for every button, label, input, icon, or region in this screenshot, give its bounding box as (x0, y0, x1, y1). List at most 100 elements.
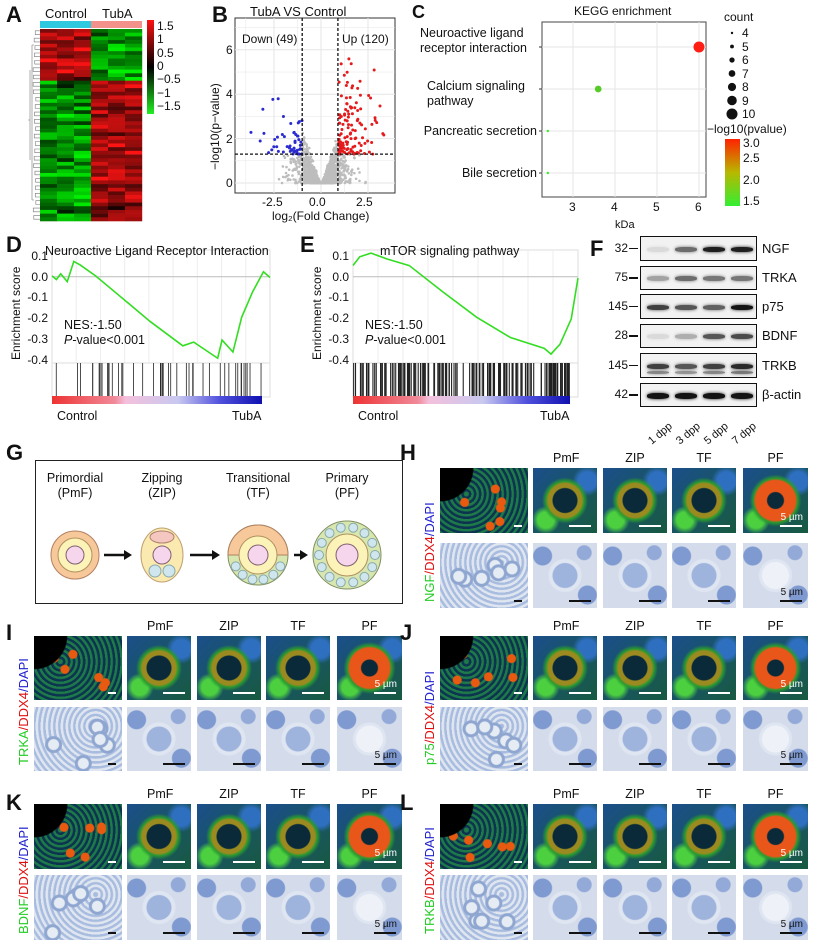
volcano-point-down (285, 145, 289, 149)
heatmap-cell (74, 73, 92, 78)
volcano-point-ns (289, 161, 293, 165)
volcano-point-ns (306, 156, 309, 160)
heatmap-cell (74, 84, 92, 89)
scale-bar (708, 861, 730, 863)
heatmap-cell (40, 206, 58, 211)
stain-label-marker: BDNF (16, 898, 31, 934)
cuboidal-cell (237, 569, 248, 580)
heatmap-cell (74, 158, 92, 163)
volcano-point-ns (350, 173, 353, 177)
heatmap-cell (74, 165, 92, 170)
blot-strip-p75 (640, 294, 757, 319)
volcano-point-up (358, 121, 362, 125)
scale-bar (163, 763, 185, 765)
heatmap-dendrogram (28, 30, 40, 220)
heatmap-cell (74, 99, 92, 104)
volcano-point-down (273, 138, 277, 142)
volcano-point-up (345, 70, 349, 74)
scale-bar-label: 5 µm (780, 750, 803, 761)
heatmap-cell (125, 161, 143, 166)
volcano-point-ns (307, 169, 311, 173)
heatmap-cell (91, 117, 109, 122)
heatmap-cell (74, 91, 92, 96)
heatmap-cell (91, 69, 109, 74)
heatmap-cell (40, 84, 58, 89)
heatmap-cell (40, 54, 58, 59)
pvalue-text: P-value<0.001 (365, 333, 446, 347)
scale-bar (514, 525, 522, 527)
heatmap-cell (57, 165, 75, 170)
ihc-image-tf (672, 543, 736, 608)
volcano-point-down (282, 135, 286, 139)
heatmap-cell (108, 69, 126, 74)
blot-band (675, 393, 697, 399)
fluorescence-image-pmf (533, 636, 597, 700)
scale-bar (780, 932, 802, 934)
volcano-point-ns (331, 172, 335, 176)
scale-bar (514, 600, 522, 602)
blot-strip-trkb (640, 353, 757, 378)
scale-bar-label: 5 µm (780, 587, 803, 598)
nes-value: NES:-1.50 (64, 318, 122, 332)
ihc-image-tf (266, 875, 330, 940)
heatmap-cell (57, 206, 75, 211)
ihc-image-overview (440, 543, 528, 608)
follicle-diagram-box (35, 460, 403, 604)
volcano-point-ns (298, 165, 301, 169)
gsea-ytick: -0.4 (27, 352, 48, 367)
volcano-title: TubA VS Control (250, 4, 347, 19)
size-legend-label: 7 (742, 66, 749, 81)
heatmap-cell (74, 206, 92, 211)
heatmap-cell (91, 84, 109, 89)
heatmap-cell (91, 147, 109, 152)
heatmap-cell (91, 165, 109, 170)
scale-bar (780, 692, 802, 694)
volcano-point-ns (328, 160, 332, 163)
blot-band (675, 334, 697, 339)
volcano-point-ns (314, 181, 318, 185)
volcano-point-up (356, 117, 360, 121)
scale-bar (233, 692, 255, 694)
scale-bar-label: 5 µm (780, 679, 803, 690)
heatmap-cell (108, 132, 126, 137)
volcano-plot (234, 17, 396, 194)
heatmap-cell (108, 198, 126, 203)
size-legend-dot (730, 44, 734, 49)
heatmap-cell (108, 158, 126, 163)
heatmap-cell (91, 77, 109, 81)
cuboidal-cell (275, 561, 286, 572)
heatmap-cell (125, 202, 143, 207)
heatmap-cell (57, 121, 75, 126)
heatmap-cell (125, 62, 143, 67)
heatmap-cell (40, 169, 58, 174)
heatmap-cell (91, 143, 109, 148)
heatmap-colorbar (147, 20, 154, 114)
volcano-point-ns (285, 174, 289, 178)
heatmap-cell (57, 69, 75, 74)
heatmap-cell (57, 180, 75, 185)
color-legend-title: −log10(pvalue) (707, 122, 787, 136)
kegg-category-label: Neuroactive ligand (420, 26, 524, 40)
heatmap-cell (74, 88, 92, 93)
volcano-point-down (294, 133, 298, 137)
heatmap-cell (91, 180, 109, 185)
heatmap-cell (57, 32, 75, 37)
heatmap-cell (74, 136, 92, 141)
heatmap-cell (74, 176, 92, 181)
colorbar-tick-label: 1.5 (157, 19, 174, 33)
color-legend-bar (725, 139, 740, 206)
heatmap-cell (40, 99, 58, 104)
volcano-point-up (343, 151, 347, 155)
gsea-left-label: Control (57, 409, 98, 423)
heatmap-cell (74, 173, 92, 177)
volcano-point-ns (344, 159, 347, 162)
volcano-point-ns (287, 177, 290, 181)
blot-band (647, 370, 669, 374)
column-label-zip: ZIP (219, 787, 239, 801)
ihc-image-overview (440, 707, 528, 771)
stage-abbr: (PmF) (57, 486, 93, 500)
heatmap-cell (74, 139, 92, 144)
heatmap-cell (40, 180, 58, 185)
heatmap-cell (57, 195, 75, 200)
volcano-point-ns (343, 174, 347, 178)
